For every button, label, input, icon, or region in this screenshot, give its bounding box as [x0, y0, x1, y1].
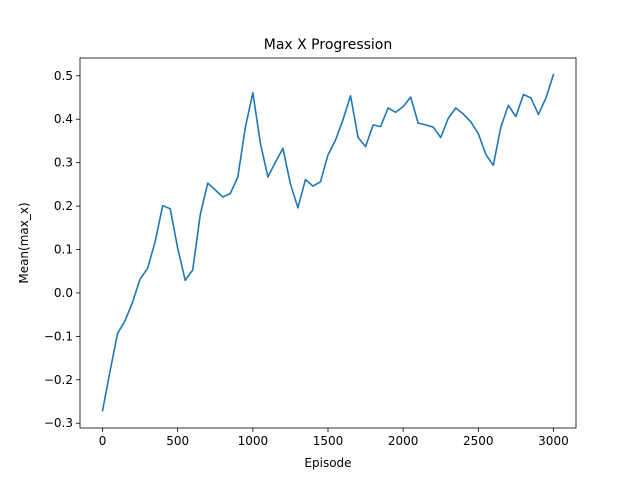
series-line: [101, 73, 555, 412]
x-tick-label: 0: [99, 434, 107, 448]
x-tick-label: 3000: [538, 434, 569, 448]
x-tick-label: 2000: [388, 434, 419, 448]
y-axis-ticks: −0.3 −0.2 −0.1 0.0 0.1 0.2 0.3 0.4 0.5: [44, 69, 80, 430]
x-tick-label: 500: [166, 434, 189, 448]
y-tick-label: 0.4: [54, 112, 73, 126]
x-tick-label: 1000: [238, 434, 269, 448]
y-tick-label: 0.0: [54, 286, 73, 300]
y-tick-label: 0.2: [54, 199, 73, 213]
x-axis-ticks: 0 500 1000 1500 2000 2500 3000: [99, 428, 569, 448]
x-axis-label: Episode: [304, 456, 351, 470]
y-tick-label: −0.2: [44, 373, 73, 387]
y-tick-label: 0.5: [54, 69, 73, 83]
x-tick-label: 2500: [463, 434, 494, 448]
plot-area: [101, 73, 555, 412]
y-tick-label: 0.3: [54, 156, 73, 170]
y-tick-label: −0.1: [44, 329, 73, 343]
y-axis-label: Mean(max_x): [17, 202, 31, 283]
y-tick-label: 0.1: [54, 243, 73, 257]
x-tick-label: 1500: [313, 434, 344, 448]
y-tick-label: −0.3: [44, 416, 73, 430]
chart-title: Max X Progression: [264, 37, 393, 53]
axes-frame: [79, 57, 577, 429]
